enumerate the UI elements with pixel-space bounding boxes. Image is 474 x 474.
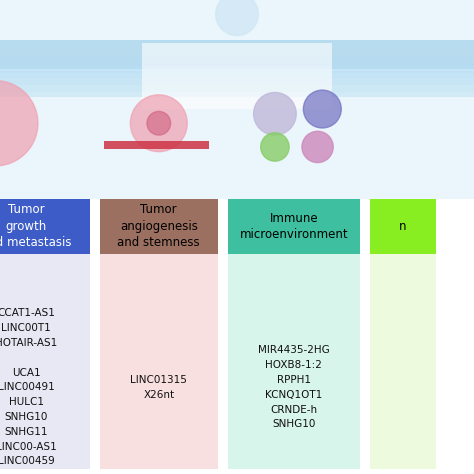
Text: Immune
microenvironment: Immune microenvironment — [239, 211, 348, 241]
Bar — [0, 66, 474, 85]
Bar — [0, 78, 474, 92]
Text: Tumor
angiogenesis
and stemness: Tumor angiogenesis and stemness — [118, 203, 200, 249]
Bar — [0, 47, 474, 62]
FancyBboxPatch shape — [0, 199, 90, 254]
Circle shape — [302, 131, 333, 163]
Bar — [0, 40, 474, 69]
FancyBboxPatch shape — [228, 254, 360, 469]
Bar — [0, 40, 474, 73]
FancyBboxPatch shape — [370, 199, 436, 254]
Circle shape — [130, 95, 187, 152]
Circle shape — [261, 133, 289, 161]
Bar — [0, 71, 474, 97]
Text: Tumor
growth
and metastasis: Tumor growth and metastasis — [0, 203, 71, 249]
FancyBboxPatch shape — [370, 254, 436, 469]
Text: CCAT1-AS1
LINC00T1
HOTAIR-AS1

UCA1
LINC00491
HULC1
SNHG10
SNHG11
LINC00-AS1
LIN: CCAT1-AS1 LINC00T1 HOTAIR-AS1 UCA1 LINC0… — [0, 308, 57, 466]
FancyBboxPatch shape — [100, 254, 218, 469]
Bar — [142, 43, 332, 109]
Bar — [0, 0, 474, 199]
FancyBboxPatch shape — [228, 199, 360, 254]
Text: n: n — [399, 220, 407, 233]
Circle shape — [147, 111, 171, 135]
Text: LINC01315
X26nt: LINC01315 X26nt — [130, 375, 187, 400]
Bar — [104, 141, 209, 149]
FancyBboxPatch shape — [100, 199, 218, 254]
Circle shape — [0, 81, 38, 166]
Bar — [0, 55, 474, 78]
FancyBboxPatch shape — [0, 254, 90, 469]
Text: MIR4435-2HG
HOXB8-1:2
RPPH1
KCNQ1OT1
CRNDE-h
SNHG10: MIR4435-2HG HOXB8-1:2 RPPH1 KCNQ1OT1 CRN… — [258, 345, 330, 429]
Circle shape — [303, 90, 341, 128]
Circle shape — [254, 92, 296, 135]
Circle shape — [216, 0, 258, 36]
